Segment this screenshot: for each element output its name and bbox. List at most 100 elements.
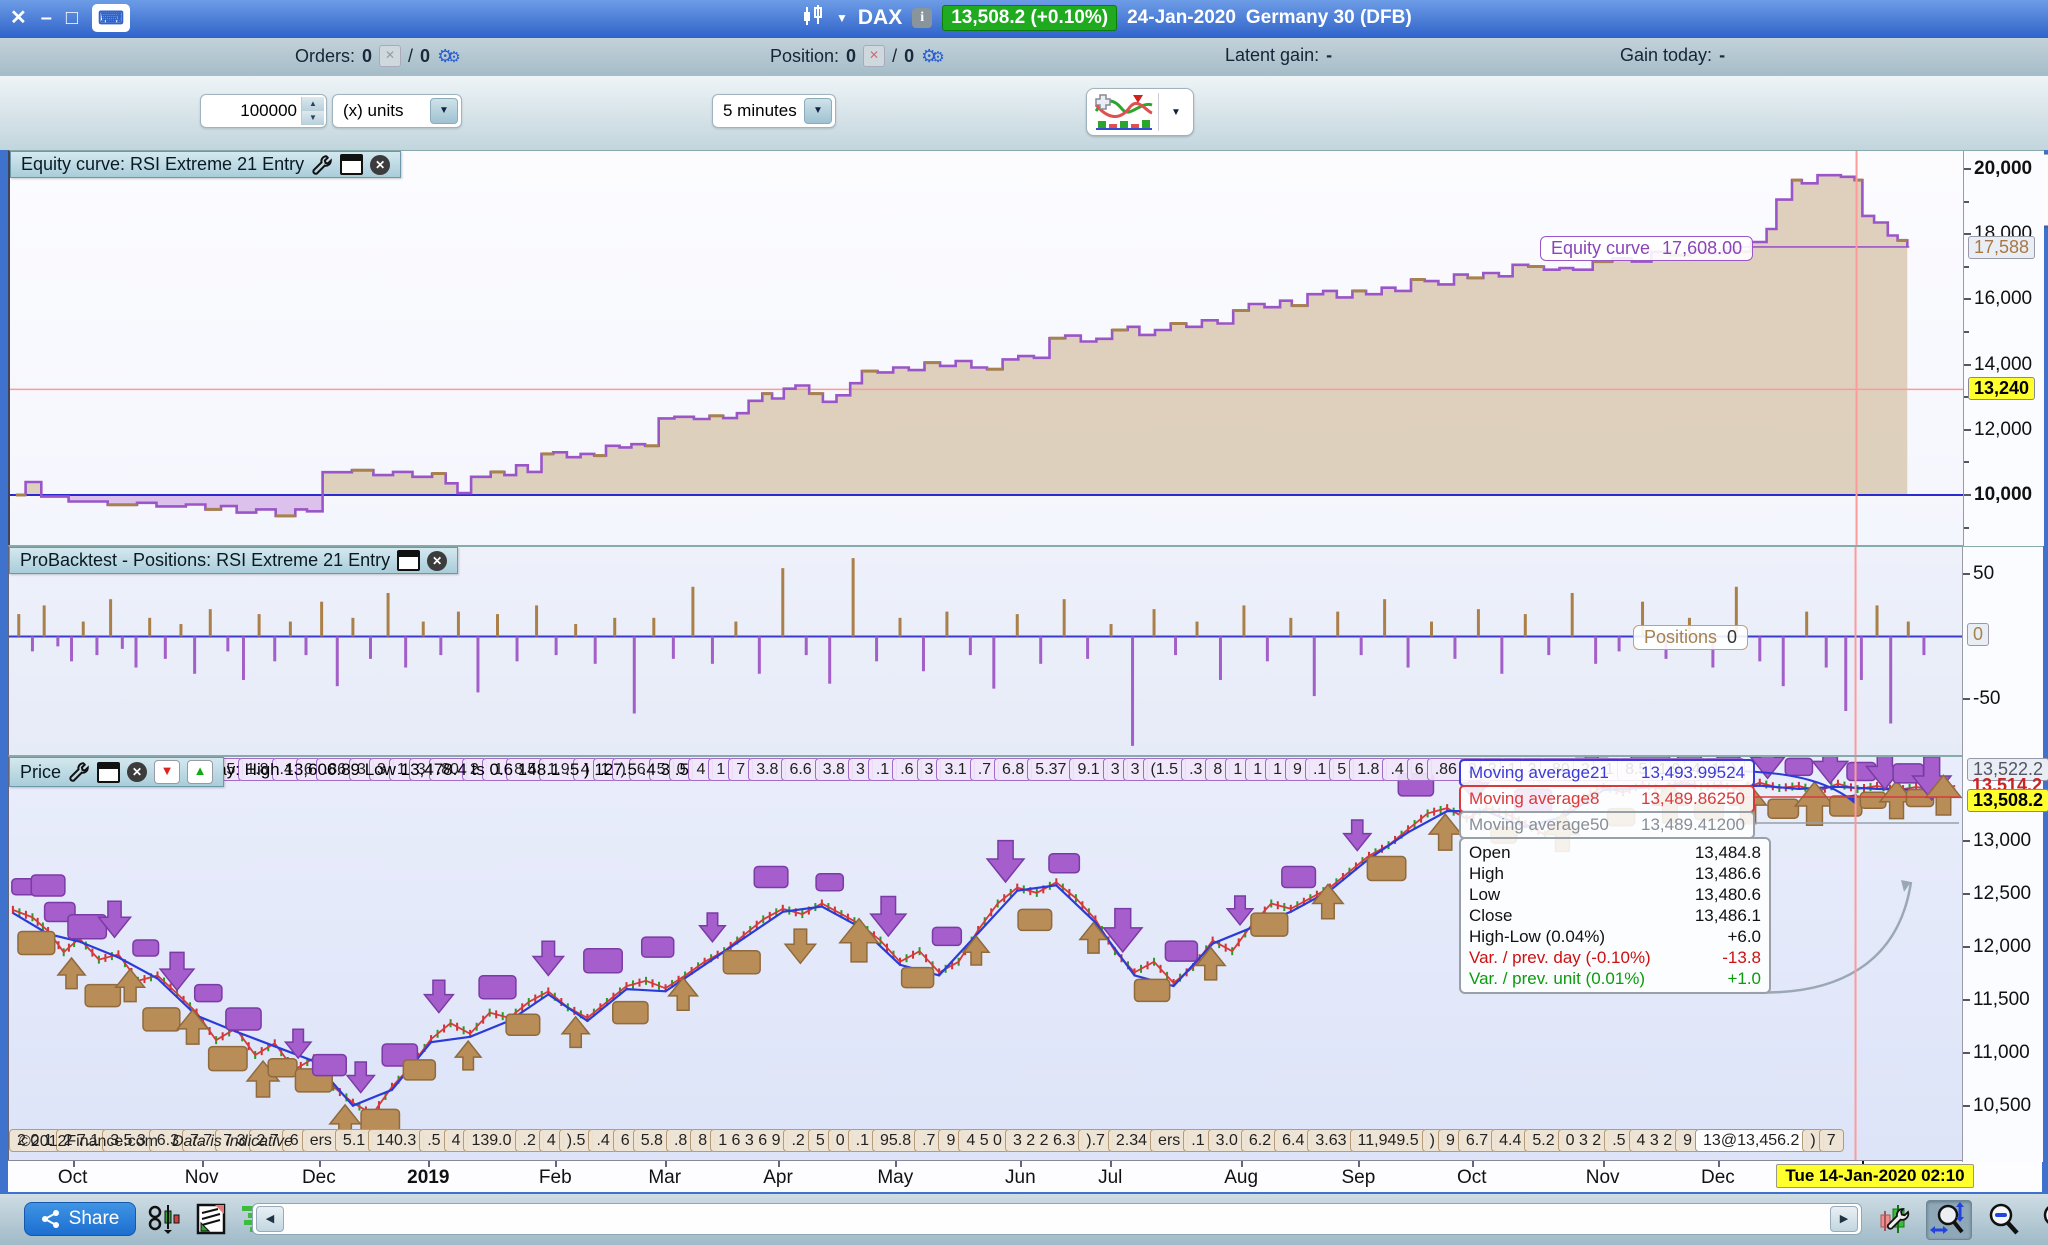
market-name: Germany 30 (DFB): [1245, 7, 1412, 28]
gain-today-status: Gain today: -: [1620, 45, 1725, 66]
trade-label-chip: .1: [1304, 758, 1335, 781]
ohlc-value: 13,486.6: [1694, 864, 1761, 883]
units-dropdown-arrow-icon[interactable]: ▼: [430, 98, 458, 124]
trade-result-chip: 11,949.5: [1349, 1129, 1427, 1152]
detach-window-icon[interactable]: [397, 550, 421, 571]
trade-result-chip: 3.63: [1307, 1129, 1355, 1152]
trade-result-chip: 13@13,456.2: [1695, 1129, 1808, 1152]
news-icon[interactable]: [192, 1202, 230, 1236]
window-titlebar: ✕ – □ ⌨ ▼ DAX i 13,508.2 (+0.10%) 24-Jan…: [0, 0, 2048, 39]
equity-price-axis[interactable]: 20,000 18,000 16,000 14,000 12,000 10,000 17,5…: [1963, 151, 2044, 546]
timeframe-dropdown-arrow-icon[interactable]: ▼: [804, 98, 832, 124]
trade-label-chip: ): [612, 758, 634, 781]
positions-axis[interactable]: 50 -50 0: [1962, 547, 2043, 757]
trade-result-chip: 0 3 2: [1557, 1129, 1610, 1152]
position-pending-count: 0: [904, 45, 915, 66]
time-axis-month-label: Jul: [1098, 1167, 1123, 1188]
quantity-input[interactable]: [201, 101, 301, 121]
instrument-dropdown-arrow[interactable]: ▼: [836, 11, 848, 25]
trade-result-chip: ers: [301, 1129, 340, 1152]
latent-gain-label: Latent gain:: [1225, 45, 1320, 65]
time-axis-month-label: Sep: [1341, 1167, 1376, 1188]
ohlc-value: +6.0: [1727, 927, 1761, 946]
zoom-out-icon[interactable]: [1982, 1201, 2026, 1239]
latent-gain-status: Latent gain: -: [1225, 45, 1332, 66]
orders-settings-gear-icon[interactable]: ⚙⚙: [437, 45, 461, 66]
zoom-in-icon[interactable]: [2036, 1201, 2048, 1239]
info-icon[interactable]: i: [912, 8, 933, 28]
orders-pending-count: 0: [420, 45, 431, 66]
equity-panel-tab[interactable]: Equity curve: RSI Extreme 21 Entry ✕: [10, 151, 402, 178]
close-window-button[interactable]: ✕: [10, 7, 27, 29]
equity-chart[interactable]: [10, 151, 1964, 546]
trade-label-chip: .4: [1382, 758, 1412, 781]
scroll-left-button[interactable]: ◀: [256, 1206, 284, 1232]
chart-type-button[interactable]: ▼: [1086, 88, 1194, 136]
spinner-down-icon[interactable]: ▼: [302, 111, 324, 125]
share-button[interactable]: Share: [24, 1202, 136, 1236]
scroll-right-button[interactable]: ▶: [1830, 1206, 1858, 1232]
maximize-window-button[interactable]: □: [65, 7, 78, 29]
trade-result-chip: 6.3: [148, 1129, 188, 1152]
link-charts-icon[interactable]: [146, 1202, 184, 1236]
ohlc-row: Var. / prev. day (-0.10%) -13.8: [1469, 947, 1761, 968]
close-position-icon[interactable]: ✕: [863, 45, 886, 67]
timeframe-selected-value: 5 minutes: [723, 101, 797, 120]
units-select[interactable]: (x) units ▼: [332, 94, 462, 128]
wrench-icon[interactable]: [68, 762, 90, 782]
trade-result-chip: 9: [938, 1129, 964, 1152]
ma21-label: Moving average21: [1469, 763, 1609, 782]
quantity-spinner[interactable]: ▲ ▼: [301, 97, 324, 125]
axis-tick-mark: [1964, 233, 1971, 236]
close-panel-icon[interactable]: ✕: [127, 762, 148, 782]
time-axis-month-label: Jun: [1005, 1167, 1036, 1188]
cancel-orders-icon[interactable]: ✕: [379, 45, 402, 67]
keyboard-icon[interactable]: ⌨: [91, 4, 130, 32]
close-panel-icon[interactable]: ✕: [370, 154, 391, 175]
latent-gain-value: -: [1326, 45, 1333, 65]
status-bar: Orders: 0 ✕ / 0 ⚙⚙ Position: 0 ✕ / 0 ⚙⚙ …: [0, 38, 2048, 77]
window-controls: ✕ – □ ⌨: [10, 4, 130, 32]
sell-marker-toggle-icon[interactable]: ▼: [154, 760, 181, 784]
trade-result-chip: 1 6 3 6 9: [710, 1129, 789, 1152]
chart-settings-wrench-icon[interactable]: [1872, 1201, 1916, 1239]
wrench-icon[interactable]: [311, 154, 333, 175]
positions-panel-tab[interactable]: ProBacktest - Positions: RSI Extreme 21 …: [9, 547, 459, 574]
position-settings-gear-icon[interactable]: ⚙⚙: [921, 45, 945, 66]
axis-tick-label: 20,000: [1974, 157, 2033, 179]
price-panel-tab[interactable]: Price ✕ ▼ ▲: [9, 757, 225, 787]
detach-window-icon[interactable]: [340, 154, 364, 175]
trade-label-chip: 6.6: [781, 758, 820, 781]
watermark: ©2012Finance.com Data is indicative: [19, 1133, 293, 1151]
trade-result-chip: 4.4: [1491, 1129, 1530, 1152]
copyright-text: ©2012Finance.com: [19, 1133, 158, 1150]
buy-marker-toggle-icon[interactable]: ▲: [187, 760, 214, 784]
axis-tick-label: 50: [1973, 563, 1995, 585]
trade-result-chip: .8: [665, 1129, 696, 1152]
trade-result-chip: 4 3 2: [1628, 1129, 1681, 1152]
zoom-select-tool-icon[interactable]: [1926, 1200, 1972, 1240]
ohlc-label: Open: [1469, 843, 1511, 862]
trade-result-chip: 2 0 1: [9, 1129, 61, 1152]
positions-chart[interactable]: [9, 547, 1963, 757]
orders-open-count: 0: [362, 45, 373, 66]
instrument-symbol[interactable]: DAX: [857, 6, 903, 29]
timeframe-select[interactable]: 5 minutes ▼: [712, 94, 836, 128]
close-panel-icon[interactable]: ✕: [427, 550, 448, 571]
detach-window-icon[interactable]: [97, 761, 121, 783]
time-axis[interactable]: Tue 14-Jan-2020 02:10 Oct Nov Dec 2019 Feb Ma…: [8, 1160, 2042, 1193]
quantity-stepper[interactable]: ▲ ▼: [200, 94, 327, 128]
price-axis[interactable]: 13,000 12,500 12,000 11,500 11,000 10,500 13,5…: [1962, 757, 2048, 1162]
time-axis-tick: [1110, 1161, 1113, 1167]
minimize-window-button[interactable]: –: [40, 7, 52, 29]
trade-result-chip: 3.5 3: [102, 1129, 154, 1152]
trade-label-chip: 3.8: [748, 758, 787, 781]
trade-label-chip: .86: [315, 758, 354, 781]
chart-type-dropdown-arrow-icon[interactable]: ▼: [1171, 106, 1181, 118]
spinner-up-icon[interactable]: ▲: [302, 97, 324, 111]
axis-minor-tick: [1964, 461, 1969, 464]
ohlc-row: Open 13,484.8: [1469, 842, 1761, 863]
axis-tick-mark: [1964, 428, 1971, 431]
horizontal-scrollbar[interactable]: ◀ ▶: [252, 1203, 1862, 1235]
trade-result-chip: .4: [588, 1129, 618, 1152]
